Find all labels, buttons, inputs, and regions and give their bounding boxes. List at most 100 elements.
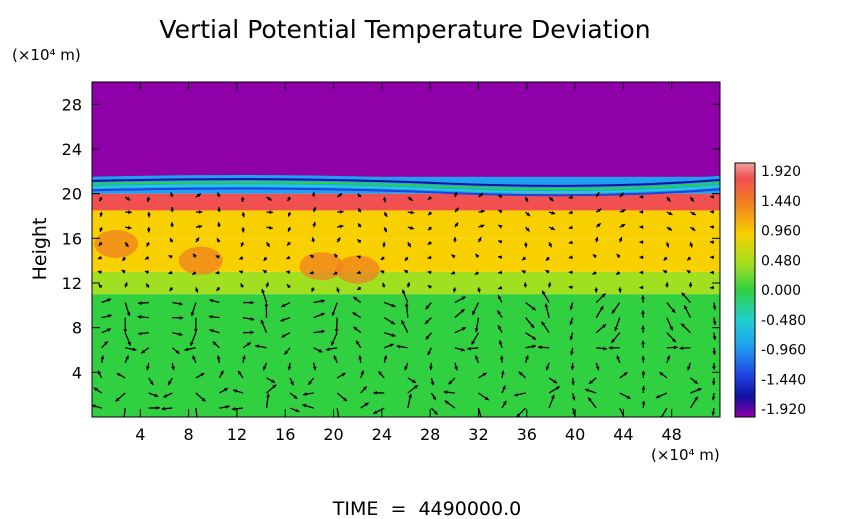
wind-arrow-head	[402, 289, 406, 294]
wind-arrow-head	[170, 192, 174, 197]
wind-arrow-head	[146, 366, 150, 371]
wind-arrow-head	[178, 332, 183, 337]
transition-streak-2	[92, 181, 720, 190]
wind-arrow-head	[568, 210, 573, 215]
wind-arrow-head	[460, 309, 465, 313]
wind-arrow-head	[672, 338, 676, 343]
wind-arrow-head	[551, 210, 556, 215]
wind-arrow-head	[352, 312, 357, 317]
wind-arrow-head	[391, 303, 396, 308]
wind-arrow-head	[339, 224, 344, 229]
wind-arrow-head	[498, 195, 503, 199]
wind-arrow-head	[621, 224, 626, 228]
wind-arrow-head	[241, 213, 246, 218]
wind-arrow-head	[321, 299, 325, 303]
wind-arrow-head	[681, 292, 686, 297]
wind-arrow-head	[170, 222, 175, 226]
wind-arrow-head	[382, 198, 387, 203]
wind-arrow-head	[124, 282, 128, 287]
wind-arrow-head	[382, 243, 387, 248]
wind-arrow-head	[553, 379, 558, 384]
wind-arrow-head	[99, 213, 104, 217]
wind-arrow-head	[201, 397, 206, 402]
wind-arrow-head	[265, 282, 269, 287]
y-tick-label: 4	[72, 363, 82, 382]
wind-arrow-head	[498, 209, 503, 214]
wind-arrow-head	[568, 225, 573, 230]
wind-arrow-head	[295, 408, 300, 413]
colorbar-tick-label: 0.960	[761, 224, 801, 240]
wind-arrow-head	[639, 225, 644, 230]
wind-arrow-head	[711, 381, 716, 386]
wind-arrow-head	[311, 287, 315, 292]
wind-arrow	[660, 407, 668, 417]
wind-arrow-head	[97, 270, 102, 275]
wind-arrow-head	[475, 253, 480, 258]
plot-frame	[91, 81, 721, 418]
wind-arrow-head	[198, 224, 203, 229]
wind-arrow-head	[498, 270, 502, 275]
wind-arrow-head	[168, 255, 173, 259]
wind-arrow-head	[250, 300, 254, 305]
wind-arrow-head	[569, 336, 574, 341]
wind-arrow-head	[525, 227, 530, 232]
wind-arrow-head	[641, 370, 646, 375]
wind-arrow-head	[568, 255, 573, 260]
wind-arrow-head	[337, 419, 341, 423]
wind-arrow-head	[178, 301, 183, 306]
wind-vectors	[92, 191, 717, 423]
y-tick-label: 12	[62, 274, 82, 293]
wind-arrow-head	[444, 400, 449, 405]
colorbar-tick-label: 1.920	[761, 164, 801, 180]
wind-arrow-head	[665, 282, 669, 286]
wind-arrow-head	[250, 330, 254, 335]
wind-arrow-head	[217, 222, 222, 227]
wind-arrow-head	[193, 253, 197, 258]
wind-arrow-head	[710, 210, 714, 214]
wind-arrow-head	[380, 256, 385, 260]
x-tick-label: 36	[517, 425, 537, 444]
wind-arrow-head	[286, 284, 291, 289]
wind-arrow-head	[568, 270, 573, 275]
wind-arrow-head	[666, 197, 671, 202]
wind-arrow-head	[521, 270, 526, 274]
wind-arrow-head	[691, 227, 696, 231]
wind-arrow-head	[497, 310, 502, 315]
wind-arrow-head	[333, 271, 338, 275]
wind-arrow-head	[484, 396, 489, 401]
wind-arrow-head	[100, 355, 105, 360]
x-tick-label: 24	[372, 425, 392, 444]
wind-arrow-head	[333, 355, 338, 360]
wind-arrow-head	[454, 366, 458, 371]
wind-arrow-head	[215, 270, 220, 275]
warm-patch-0	[94, 229, 139, 258]
wind-arrow-head	[175, 349, 180, 354]
wind-arrow-head	[531, 306, 536, 311]
field-band-1	[92, 271, 720, 295]
wind-arrow-head	[684, 305, 688, 310]
wind-arrow-head	[233, 389, 238, 393]
wind-arrow-head	[712, 351, 717, 355]
wind-arrow-head	[712, 306, 717, 310]
wind-arrow-head	[343, 397, 348, 402]
wind-arrow-head	[710, 285, 714, 290]
wind-arrow-head	[711, 411, 716, 416]
wind-arrow-head	[240, 198, 245, 202]
wind-arrow-head	[335, 288, 340, 293]
wind-arrow-head	[594, 289, 599, 293]
wind-arrow-head	[472, 311, 476, 315]
wind-arrow-head	[427, 351, 432, 356]
wind-arrow-head	[530, 323, 534, 328]
wind-arrow-head	[689, 243, 693, 248]
wind-arrow-head	[697, 388, 702, 392]
wind-arrow-head	[146, 283, 150, 288]
wind-arrow-head	[616, 254, 621, 258]
wind-arrow	[477, 407, 482, 417]
wind-arrow	[619, 407, 625, 417]
wind-arrow-head	[125, 355, 129, 360]
wind-arrow-head	[356, 340, 360, 345]
wind-arrow-head	[170, 206, 175, 211]
wind-arrow-head	[614, 326, 618, 331]
wind-arrow-head	[268, 225, 273, 230]
wind-arrow-head	[655, 394, 660, 399]
